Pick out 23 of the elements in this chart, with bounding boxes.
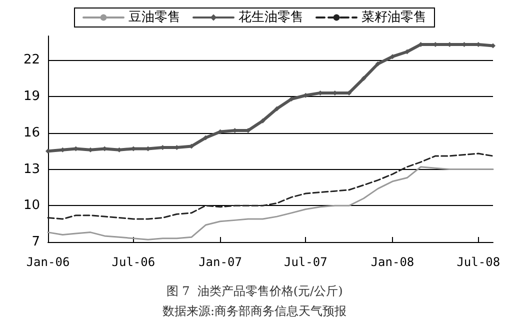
point [361, 76, 366, 81]
x-tick-label: Jul-07 [284, 255, 328, 269]
y-tick-label: 22 [23, 52, 40, 68]
x-tick-label: Jan-08 [370, 255, 414, 269]
y-tick-label: 16 [23, 125, 40, 140]
legend-label: 菜籽油零售 [362, 10, 426, 25]
point [260, 118, 266, 124]
x-tick-label: Jul-06 [112, 255, 156, 269]
y-tick-label: 13 [23, 162, 40, 177]
point [375, 61, 380, 66]
source-note: 数据来源:商务部商务信息天气预报 [162, 304, 347, 318]
line-series [47, 152, 494, 220]
line-series [47, 166, 494, 240]
point [274, 106, 280, 112]
x-tick-label: Jul-08 [456, 255, 500, 269]
text: 图 7 油类产品零售价格(元/公斤) [166, 284, 343, 298]
legend-label: 豆油零售 [128, 10, 180, 25]
x-tick-label: Jan-06 [26, 255, 70, 269]
legend-label: 花生油零售 [238, 10, 304, 25]
y-tick-label: 19 [23, 89, 40, 104]
y-tick-label: 10 [23, 198, 40, 214]
y-tick-label: 7 [32, 234, 40, 250]
x-tick-label: Jan-07 [198, 255, 242, 269]
